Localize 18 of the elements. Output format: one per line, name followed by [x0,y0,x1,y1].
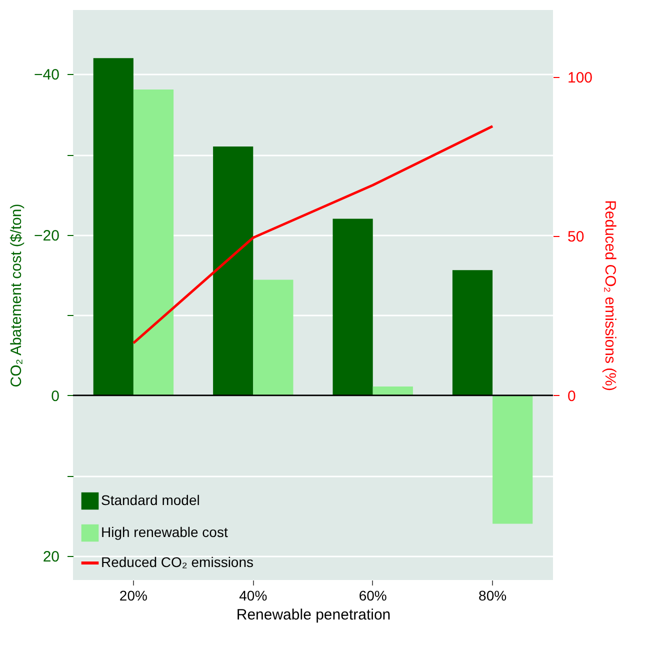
y-tick-label: 20 [42,548,60,566]
x-tick-label: 20% [119,588,148,604]
legend-label: Standard model [101,492,200,508]
x-tick-label: 60% [358,588,387,604]
legend-label: Reduced CO₂ emissions [101,554,254,570]
y-axis-title: CO₂ Abatement cost ($/ton) [8,204,26,388]
y2-axis-title: Reduced CO₂ emissions (%) [602,200,619,391]
line-series [132,124,494,344]
x-tick-label: 40% [239,588,268,604]
y-tick-label: −20 [34,227,60,244]
y2-tick-label: 100 [568,69,593,86]
x-tick-label: 80% [478,588,507,604]
legend-label: High renewable cost [101,524,228,540]
x-axis-title: Renewable penetration [236,606,391,624]
y2-tick-label: 0 [568,388,576,405]
y-tick-label: 0 [51,388,60,405]
y-tick-label: −40 [34,66,60,84]
y2-tick-label: 50 [568,228,584,246]
